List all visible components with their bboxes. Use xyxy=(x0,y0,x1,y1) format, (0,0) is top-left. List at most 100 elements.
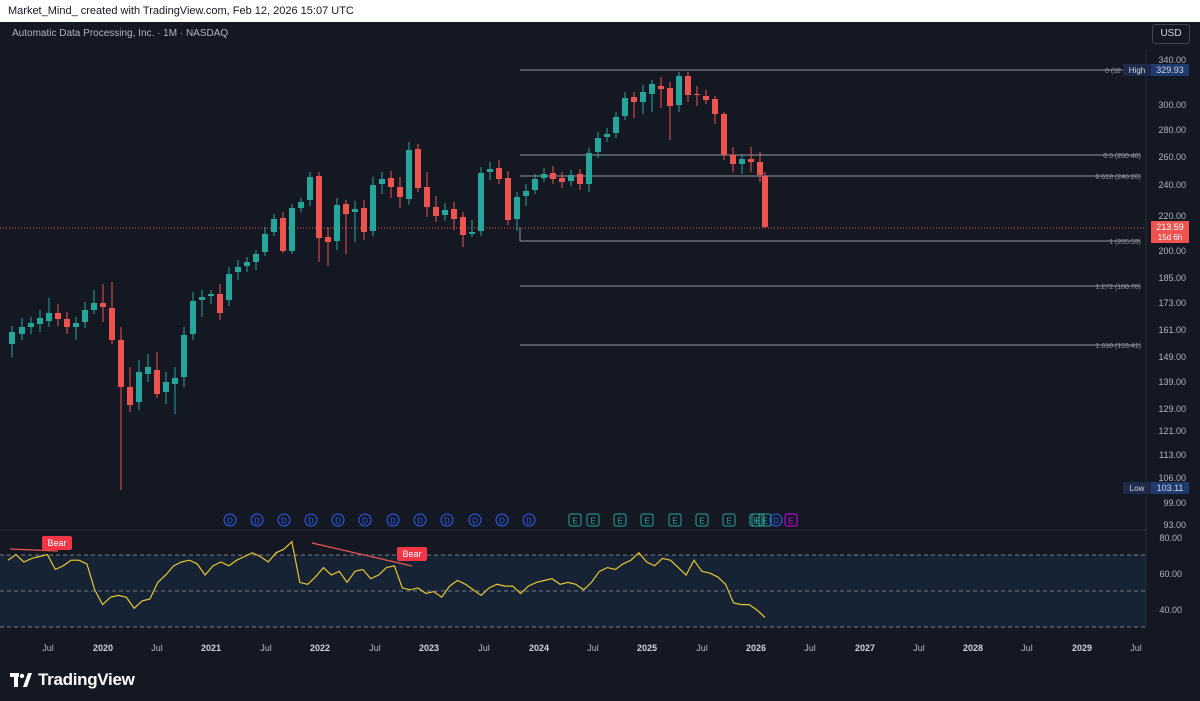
candlestick-series[interactable] xyxy=(9,72,768,490)
candle[interactable] xyxy=(762,172,768,228)
candle[interactable] xyxy=(559,172,565,188)
candle[interactable] xyxy=(100,284,106,322)
candle[interactable] xyxy=(532,174,538,194)
time-axis[interactable]: Jul 2020 Jul 2021 Jul 2022 Jul 2023 Jul … xyxy=(42,643,1142,653)
dividend-marker[interactable]: D xyxy=(522,513,536,527)
candle[interactable] xyxy=(370,177,376,236)
dividend-marker[interactable]: D xyxy=(277,513,291,527)
earnings-marker[interactable]: E xyxy=(784,513,798,527)
candle[interactable] xyxy=(496,160,502,184)
candle[interactable] xyxy=(469,220,475,237)
candle[interactable] xyxy=(208,290,214,304)
candle[interactable] xyxy=(298,198,304,212)
dividend-marker[interactable]: D xyxy=(440,513,454,527)
rsi-line[interactable] xyxy=(7,540,766,618)
candle[interactable] xyxy=(406,142,412,205)
candle[interactable] xyxy=(712,96,718,124)
candle[interactable] xyxy=(397,177,403,208)
tradingview-logo[interactable]: TradingView xyxy=(10,670,135,690)
candle[interactable] xyxy=(244,257,250,272)
currency-button[interactable]: USD xyxy=(1152,24,1190,44)
candle[interactable] xyxy=(64,312,70,334)
dividend-marker[interactable]: D xyxy=(769,513,783,527)
rsi-pane[interactable]: Bear Bear 80.00 60.00 40.00 xyxy=(0,533,1182,628)
earnings-marker[interactable]: E xyxy=(668,513,682,527)
candle[interactable] xyxy=(73,317,79,340)
candle[interactable] xyxy=(343,200,349,254)
dividend-marker[interactable]: D xyxy=(331,513,345,527)
dividend-marker[interactable]: D xyxy=(223,513,237,527)
candle[interactable] xyxy=(451,202,457,230)
earnings-marker[interactable]: E xyxy=(568,513,582,527)
candle[interactable] xyxy=(478,167,484,236)
candle[interactable] xyxy=(154,352,160,398)
candle[interactable] xyxy=(487,162,493,180)
candle[interactable] xyxy=(145,354,151,382)
dividend-marker[interactable]: D xyxy=(358,513,372,527)
earnings-marker[interactable]: E xyxy=(758,513,772,527)
candle[interactable] xyxy=(595,132,601,158)
candle[interactable] xyxy=(217,284,223,320)
candle[interactable] xyxy=(280,212,286,253)
candle[interactable] xyxy=(550,166,556,184)
candle[interactable] xyxy=(541,168,547,182)
dividend-marker[interactable]: D xyxy=(304,513,318,527)
candle[interactable] xyxy=(523,184,529,206)
candle[interactable] xyxy=(568,170,574,186)
candle[interactable] xyxy=(460,212,466,247)
earnings-marker[interactable]: E xyxy=(751,513,765,527)
dividend-marker[interactable]: D xyxy=(468,513,482,527)
candle[interactable] xyxy=(127,367,133,412)
candle[interactable] xyxy=(163,372,169,404)
candle[interactable] xyxy=(658,77,664,108)
candle[interactable] xyxy=(388,171,394,198)
candle[interactable] xyxy=(226,267,232,306)
candle[interactable] xyxy=(262,227,268,256)
candle[interactable] xyxy=(649,80,655,112)
dividend-marker[interactable]: D xyxy=(495,513,509,527)
candle[interactable] xyxy=(433,196,439,222)
candle[interactable] xyxy=(19,318,25,340)
candle[interactable] xyxy=(181,327,187,387)
candle[interactable] xyxy=(514,192,520,231)
candle[interactable] xyxy=(613,112,619,138)
earnings-marker[interactable]: E xyxy=(695,513,709,527)
earnings-marker[interactable]: E xyxy=(586,513,600,527)
candle[interactable] xyxy=(694,86,700,106)
candle[interactable] xyxy=(676,72,682,112)
candle[interactable] xyxy=(586,148,592,192)
dividend-marker[interactable]: D xyxy=(413,513,427,527)
candle[interactable] xyxy=(235,260,241,280)
candle[interactable] xyxy=(739,154,745,174)
candle[interactable] xyxy=(271,214,277,236)
candle[interactable] xyxy=(289,204,295,254)
fib-retracement[interactable]: 0 (32 0.5 (260.40) 0.618 (246.26) 1 (205… xyxy=(519,68,1141,350)
candle[interactable] xyxy=(334,198,340,250)
candle[interactable] xyxy=(307,172,313,206)
earnings-marker[interactable]: E xyxy=(722,513,736,527)
candle[interactable] xyxy=(316,172,322,262)
candle[interactable] xyxy=(55,304,61,326)
candle[interactable] xyxy=(379,172,385,194)
candle[interactable] xyxy=(640,85,646,114)
candle[interactable] xyxy=(703,90,709,104)
candle[interactable] xyxy=(109,282,115,344)
candle[interactable] xyxy=(46,298,52,327)
candle[interactable] xyxy=(415,144,421,192)
candle[interactable] xyxy=(28,317,34,334)
candle[interactable] xyxy=(505,171,511,225)
candle[interactable] xyxy=(631,92,637,118)
candle[interactable] xyxy=(190,292,196,340)
candle[interactable] xyxy=(685,72,691,102)
chart-canvas[interactable]: 0 (32 0.5 (260.40) 0.618 (246.26) 1 (205… xyxy=(0,22,1200,660)
earnings-marker[interactable]: E xyxy=(640,513,654,527)
candle[interactable] xyxy=(757,152,763,182)
event-markers[interactable]: D D D D D D D D D D D D E E E E E E E EE E D E xyxy=(223,513,798,527)
candle[interactable] xyxy=(91,290,97,314)
dividend-marker[interactable]: D xyxy=(386,513,400,527)
candle[interactable] xyxy=(748,147,754,172)
earnings-marker[interactable]: E xyxy=(613,513,627,527)
candle[interactable] xyxy=(622,92,628,120)
price-axis[interactable]: 340.00 300.00 280.00 260.00 240.00 220.0… xyxy=(1158,55,1186,530)
candle[interactable] xyxy=(424,172,430,217)
